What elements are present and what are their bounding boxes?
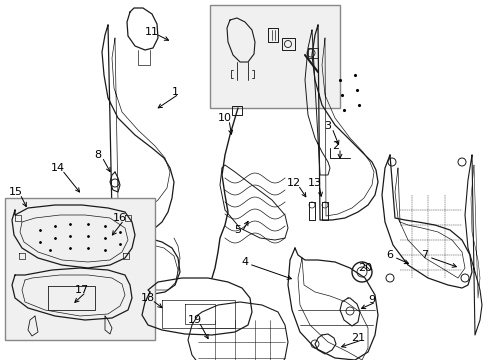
Text: 15: 15 [9, 187, 23, 197]
Text: 3: 3 [324, 121, 331, 131]
Text: 20: 20 [357, 263, 371, 273]
Bar [5, 198, 155, 340]
Text: 17: 17 [75, 285, 89, 295]
Text: 16: 16 [113, 213, 127, 223]
Text: 18: 18 [141, 293, 155, 303]
Text: 5: 5 [234, 225, 241, 235]
Text: 12: 12 [286, 178, 301, 188]
Text: 8: 8 [94, 150, 102, 160]
Text: 19: 19 [187, 315, 202, 325]
Text: 7: 7 [421, 250, 427, 260]
Text: 1: 1 [171, 87, 178, 97]
Bar [209, 5, 339, 108]
Text: 11: 11 [145, 27, 159, 37]
Text: 21: 21 [350, 333, 365, 343]
Text: 6: 6 [386, 250, 393, 260]
Text: 10: 10 [218, 113, 231, 123]
Text: 2: 2 [332, 141, 339, 151]
Text: 14: 14 [51, 163, 65, 173]
Text: 4: 4 [241, 257, 248, 267]
Text: 9: 9 [367, 295, 375, 305]
Text: 13: 13 [307, 178, 321, 188]
